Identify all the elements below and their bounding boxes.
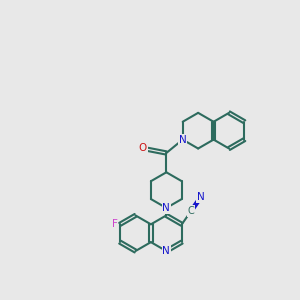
Text: C: C xyxy=(188,206,194,216)
Text: F: F xyxy=(112,219,118,229)
Text: N: N xyxy=(163,203,170,213)
Text: N: N xyxy=(197,192,205,202)
Text: O: O xyxy=(139,143,147,153)
Text: N: N xyxy=(179,135,187,145)
Text: N: N xyxy=(163,246,170,256)
